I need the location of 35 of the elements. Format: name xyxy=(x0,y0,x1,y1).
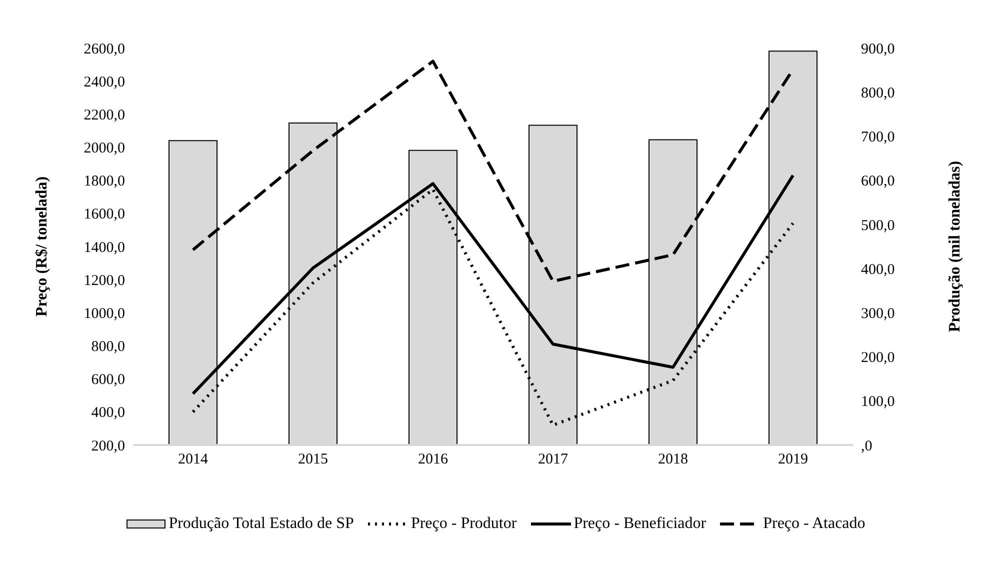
y2-tick-label: 800,0 xyxy=(861,85,895,102)
y-tick-label: 1200,0 xyxy=(84,272,125,289)
x-tick-label: 2019 xyxy=(778,452,808,468)
y2-tick-label: 900,0 xyxy=(861,41,895,58)
legend-label: Preço - Beneficiador xyxy=(574,515,706,533)
y-tick-label: 1000,0 xyxy=(84,306,125,322)
y2-tick-label: 500,0 xyxy=(861,218,895,234)
y2-tick-label: 300,0 xyxy=(861,306,895,322)
y2-tick-label: 700,0 xyxy=(861,130,895,146)
y2-tick-label: 200,0 xyxy=(861,350,895,366)
legend-label: Preço - Atacado xyxy=(763,515,866,533)
y-tick-label: 1600,0 xyxy=(84,206,125,223)
y-tick-label: 1800,0 xyxy=(84,174,125,190)
x-tick-label: 2018 xyxy=(658,452,688,468)
y-tick-label: 1400,0 xyxy=(84,240,125,256)
y-tick-label: 600,0 xyxy=(91,372,125,388)
y-tick-label: 2400,0 xyxy=(84,74,125,90)
x-tick-label: 2015 xyxy=(298,452,328,468)
y2-axis-title: Produção (mil toneladas) xyxy=(946,160,964,332)
y-tick-label: 400,0 xyxy=(91,405,125,422)
legend-label: Preço - Produtor xyxy=(410,515,517,533)
y2-tick-label: 400,0 xyxy=(861,262,895,278)
y2-tick-label: 100,0 xyxy=(861,394,895,410)
y-tick-label: 200,0 xyxy=(91,438,125,454)
y-axis-title: Preço (R$/ tonelada) xyxy=(34,176,51,317)
x-tick-label: 2017 xyxy=(538,452,568,468)
y2-tick-label: ,0 xyxy=(861,438,872,454)
legend-label: Produção Total Estado de SP xyxy=(168,515,354,533)
y-tick-label: 2600,0 xyxy=(84,41,125,58)
x-tick-label: 2014 xyxy=(178,452,208,468)
y2-tick-label: 600,0 xyxy=(861,174,895,190)
y-tick-label: 2200,0 xyxy=(84,107,125,124)
y-tick-label: 800,0 xyxy=(91,339,125,356)
y-tick-label: 2000,0 xyxy=(84,140,125,157)
x-tick-label: 2016 xyxy=(418,452,448,468)
